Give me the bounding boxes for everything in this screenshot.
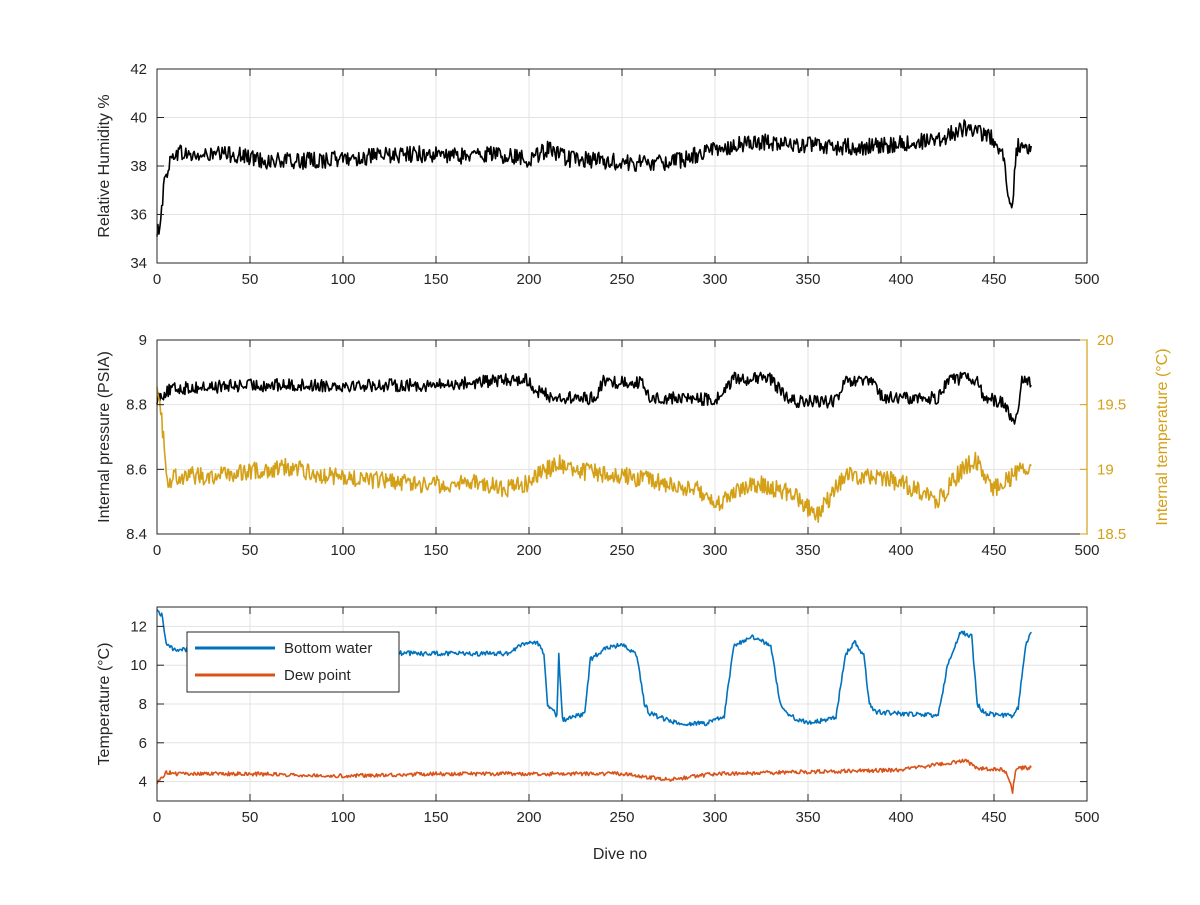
x-tick-label: 150 — [423, 271, 448, 288]
chart-panel-1: 0 50 100 150 200 250 300 350 400 450 500 34 36 38 40 42… — [96, 61, 1100, 288]
x-tick-label: 500 — [1074, 271, 1099, 288]
x-tick-label: 50 — [242, 542, 259, 559]
chart-panel-3: 0 50 100 150 200 250 300 350 400 450 500 4 6 8 10 12 Tem… — [96, 606, 1100, 826]
legend-label-bottom-water: Bottom water — [284, 640, 372, 657]
x-tick-label: 300 — [702, 542, 727, 559]
x-tick-label: 100 — [330, 542, 355, 559]
x-tick-label: 200 — [516, 271, 541, 288]
x-tick-label: 0 — [153, 809, 161, 826]
series-line-series-1 — [156, 119, 1032, 237]
x-tick-label: 250 — [609, 809, 634, 826]
y2-tick-label: 19.5 — [1097, 397, 1126, 414]
x-tick-label: 150 — [423, 542, 448, 559]
y2-axis-label: Internal temperature (°C) — [1154, 348, 1171, 525]
x-tick-label: 400 — [888, 271, 913, 288]
y-tick-label: 34 — [130, 255, 147, 272]
y-axis-label: Internal pressure (PSIA) — [96, 351, 113, 523]
y2-tick-label: 19 — [1097, 461, 1114, 478]
y-axis-label: Temperature (°C) — [96, 643, 113, 766]
y-tick-label: 4 — [139, 774, 147, 791]
y-tick-label: 6 — [139, 735, 147, 752]
y-tick-label: 36 — [130, 207, 147, 224]
y-tick-label: 38 — [130, 158, 147, 175]
y2-tick-label: 18.5 — [1097, 526, 1126, 543]
y2-tick-label: 20 — [1097, 332, 1114, 349]
x-tick-label: 200 — [516, 542, 541, 559]
x-tick-label: 200 — [516, 809, 541, 826]
y-tick-label: 10 — [130, 657, 147, 674]
x-tick-label: 100 — [330, 809, 355, 826]
y-tick-label: 42 — [130, 61, 147, 78]
x-tick-label: 300 — [702, 271, 727, 288]
x-tick-label: 350 — [795, 271, 820, 288]
y-axis-label: Relative Humidity % — [96, 94, 113, 237]
series-line-series-1 — [156, 371, 1032, 425]
y-tick-label: 40 — [130, 110, 147, 127]
x-tick-label: 450 — [981, 542, 1006, 559]
x-tick-label: 0 — [153, 271, 161, 288]
x-tick-label: 350 — [795, 809, 820, 826]
x-tick-label: 150 — [423, 809, 448, 826]
x-tick-label: 250 — [609, 271, 634, 288]
x-tick-label: 50 — [242, 271, 259, 288]
legend-box — [186, 631, 400, 693]
x-tick-label: 400 — [888, 809, 913, 826]
series-line-dew-point — [156, 758, 1032, 795]
x-tick-label: 250 — [609, 542, 634, 559]
x-tick-label: 450 — [981, 271, 1006, 288]
chart-panel-2: 0 50 100 150 200 250 300 350 400 450 500 8.4 8.6 8.8 9… — [96, 332, 1171, 559]
y-tick-label: 8.8 — [126, 397, 147, 414]
x-tick-label: 450 — [981, 809, 1006, 826]
figure-x-axis-label: Dive no — [593, 846, 647, 863]
y-tick-label: 8.6 — [126, 461, 147, 478]
y-tick-label: 8 — [139, 696, 147, 713]
y-tick-label: 9 — [139, 332, 147, 349]
x-tick-label: 500 — [1074, 542, 1099, 559]
series-line-series-2 — [156, 387, 1032, 523]
x-tick-label: 400 — [888, 542, 913, 559]
x-tick-label: 300 — [702, 809, 727, 826]
x-tick-label: 50 — [242, 809, 259, 826]
x-tick-label: 0 — [153, 542, 161, 559]
y-tick-label: 8.4 — [126, 526, 147, 543]
x-tick-label: 500 — [1074, 809, 1099, 826]
y-tick-label: 12 — [130, 618, 147, 635]
legend-label-dew-point: Dew point — [284, 667, 352, 684]
x-tick-label: 100 — [330, 271, 355, 288]
x-tick-label: 350 — [795, 542, 820, 559]
